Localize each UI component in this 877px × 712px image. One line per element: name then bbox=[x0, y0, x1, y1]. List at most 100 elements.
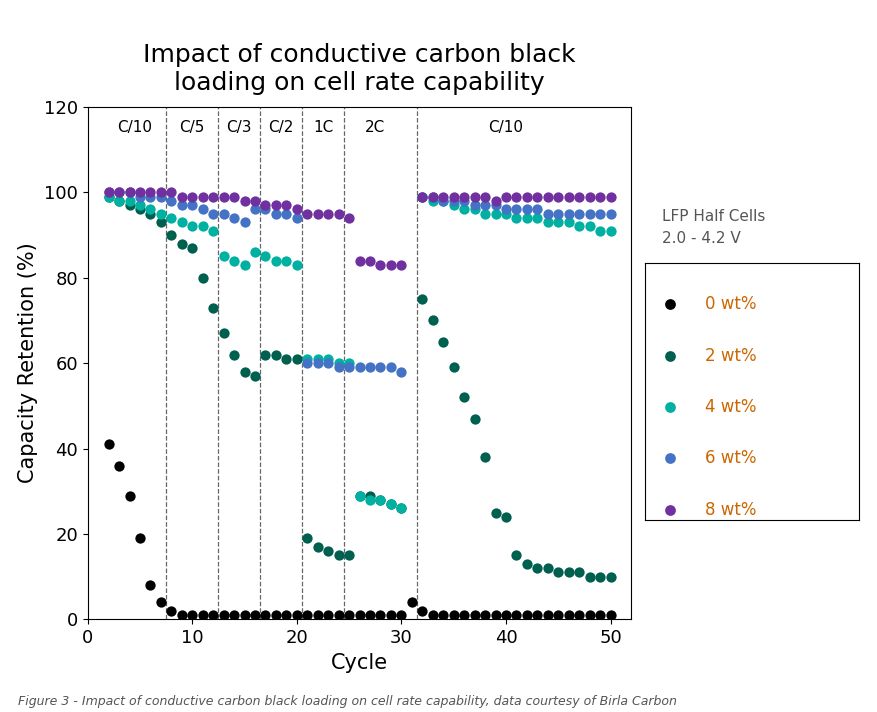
Point bbox=[552, 216, 566, 228]
Point bbox=[164, 195, 178, 206]
Point bbox=[342, 357, 356, 369]
Point bbox=[384, 362, 398, 373]
Point bbox=[259, 204, 273, 215]
Point bbox=[520, 558, 534, 570]
Point bbox=[541, 609, 555, 621]
Point bbox=[259, 349, 273, 360]
Point bbox=[363, 609, 377, 621]
Point bbox=[280, 208, 294, 219]
Point bbox=[457, 609, 471, 621]
Point bbox=[572, 191, 586, 202]
Point bbox=[446, 362, 460, 373]
Point bbox=[467, 199, 481, 211]
Text: C/2: C/2 bbox=[268, 120, 294, 135]
Point bbox=[425, 195, 439, 206]
Point bbox=[144, 191, 158, 202]
Point bbox=[374, 362, 388, 373]
Point bbox=[457, 191, 471, 202]
Point bbox=[603, 609, 617, 621]
Point bbox=[133, 533, 147, 544]
Point bbox=[310, 357, 324, 369]
Point bbox=[185, 221, 199, 232]
Point bbox=[321, 208, 335, 219]
Point bbox=[133, 191, 147, 202]
Point bbox=[395, 503, 409, 514]
Point bbox=[289, 609, 303, 621]
Point bbox=[478, 451, 492, 463]
Point bbox=[332, 208, 346, 219]
Point bbox=[102, 191, 116, 202]
Point bbox=[196, 272, 210, 283]
Text: C/10: C/10 bbox=[118, 120, 153, 135]
Point bbox=[531, 562, 545, 574]
Point bbox=[603, 225, 617, 236]
Point bbox=[603, 208, 617, 219]
Point bbox=[436, 609, 450, 621]
Point bbox=[206, 208, 220, 219]
Text: C/5: C/5 bbox=[180, 120, 205, 135]
Point bbox=[144, 208, 158, 219]
Point bbox=[238, 259, 252, 271]
Point bbox=[238, 216, 252, 228]
Point bbox=[310, 609, 324, 621]
Point bbox=[510, 191, 524, 202]
Point bbox=[478, 609, 492, 621]
Point bbox=[572, 609, 586, 621]
Point bbox=[342, 212, 356, 224]
Point bbox=[552, 567, 566, 578]
Point bbox=[206, 191, 220, 202]
Point bbox=[467, 609, 481, 621]
Point bbox=[144, 580, 158, 591]
Point bbox=[112, 460, 126, 471]
Point bbox=[478, 191, 492, 202]
Point bbox=[384, 609, 398, 621]
Point bbox=[248, 195, 262, 206]
Point bbox=[133, 187, 147, 198]
X-axis label: Cycle: Cycle bbox=[331, 653, 389, 673]
Text: 1C: 1C bbox=[313, 120, 333, 135]
Point bbox=[112, 195, 126, 206]
Point bbox=[175, 199, 189, 211]
Point bbox=[663, 453, 677, 464]
Point bbox=[488, 208, 503, 219]
Point bbox=[280, 609, 294, 621]
Point bbox=[531, 212, 545, 224]
Point bbox=[102, 191, 116, 202]
Point bbox=[425, 609, 439, 621]
Text: 4 wt%: 4 wt% bbox=[705, 398, 756, 416]
Point bbox=[217, 251, 231, 262]
Point bbox=[123, 490, 137, 501]
Point bbox=[353, 609, 367, 621]
Point bbox=[416, 605, 430, 617]
Point bbox=[185, 199, 199, 211]
Point bbox=[425, 191, 439, 202]
Point bbox=[499, 204, 513, 215]
Point bbox=[457, 392, 471, 403]
Point bbox=[593, 225, 607, 236]
Point bbox=[227, 212, 241, 224]
Point bbox=[227, 255, 241, 266]
Title: Impact of conductive carbon black
loading on cell rate capability: Impact of conductive carbon black loadin… bbox=[143, 43, 576, 95]
Point bbox=[144, 204, 158, 215]
Point bbox=[457, 195, 471, 206]
Point bbox=[153, 597, 168, 608]
Point bbox=[321, 353, 335, 365]
Point bbox=[289, 353, 303, 365]
Point bbox=[582, 208, 596, 219]
Point bbox=[123, 187, 137, 198]
Point bbox=[321, 545, 335, 557]
Point bbox=[102, 187, 116, 198]
Text: 2.0 - 4.2 V: 2.0 - 4.2 V bbox=[662, 231, 741, 246]
Point bbox=[123, 187, 137, 198]
Point bbox=[238, 195, 252, 206]
Point bbox=[405, 597, 419, 608]
Point bbox=[248, 246, 262, 258]
Point bbox=[552, 208, 566, 219]
Point bbox=[269, 349, 283, 360]
Point bbox=[572, 221, 586, 232]
Point bbox=[164, 229, 178, 241]
Point bbox=[112, 187, 126, 198]
Point bbox=[153, 216, 168, 228]
Text: 8 wt%: 8 wt% bbox=[705, 501, 756, 518]
Point bbox=[572, 567, 586, 578]
